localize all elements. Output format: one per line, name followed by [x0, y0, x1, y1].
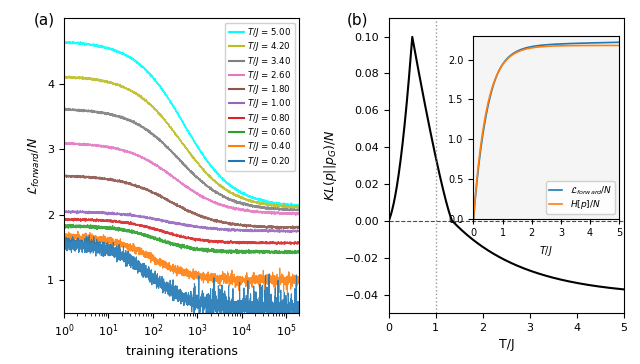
Text: (b): (b) [346, 12, 368, 27]
Legend: $T/J$ = 5.00, $T/J$ = 4.20, $T/J$ = 3.40, $T/J$ = 2.60, $T/J$ = 1.80, $T/J$ = 1.: $T/J$ = 5.00, $T/J$ = 4.20, $T/J$ = 3.40… [225, 23, 295, 171]
Text: (a): (a) [33, 12, 54, 27]
Y-axis label: $\mathcal{L}_{forward}/N$: $\mathcal{L}_{forward}/N$ [26, 136, 42, 195]
Y-axis label: $KL(p||p_G)/N$: $KL(p||p_G)/N$ [323, 130, 339, 201]
X-axis label: T/J: T/J [499, 338, 514, 351]
X-axis label: training iterations: training iterations [125, 345, 237, 358]
